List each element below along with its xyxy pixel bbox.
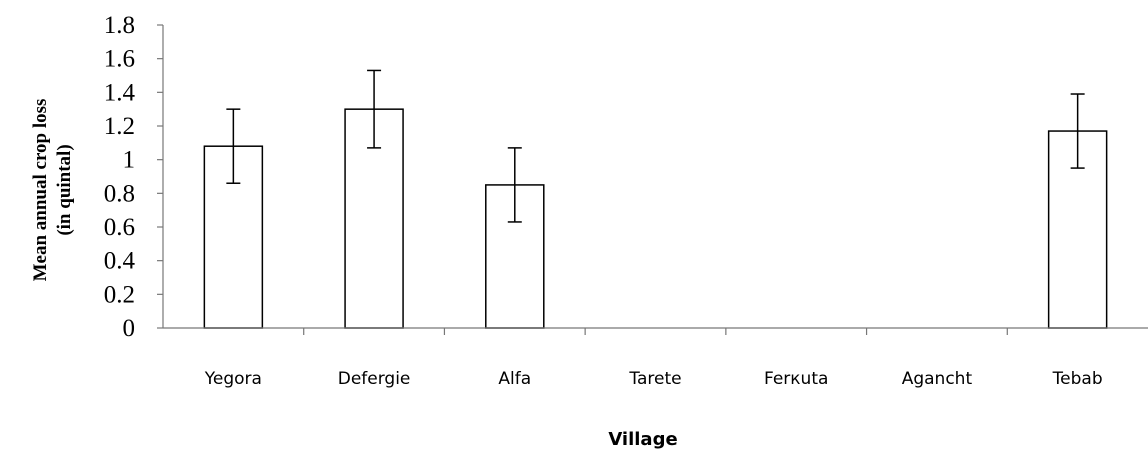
x-tick-label: Agancht — [902, 369, 973, 389]
x-tick-label: Defergie — [338, 369, 411, 389]
y-tick-label: 0 — [123, 315, 136, 342]
x-axis-title: Village — [608, 429, 677, 450]
bars — [203, 69, 1108, 329]
y-tick-label: 1.4 — [104, 79, 136, 106]
y-tick-label: 1.6 — [104, 46, 135, 73]
x-tick-label: Alfa — [498, 369, 531, 389]
y-tick-label: 1 — [123, 147, 136, 174]
x-tick-label: Ferкuta — [764, 369, 828, 389]
y-axis-title-line2: (in quintal) — [54, 144, 75, 235]
y-tick-label: 0.2 — [104, 281, 135, 308]
y-tick-label: 1.2 — [104, 113, 135, 140]
y-axis-title-line1: Mean annual crop loss — [30, 99, 51, 282]
y-tick-label: 0.8 — [104, 180, 135, 207]
y-axis: 0 0.2 0.4 0.6 0.8 1 1.2 1.4 1.6 1.8 — [104, 12, 164, 342]
y-tick-label: 0.4 — [104, 248, 136, 275]
bar — [1047, 130, 1108, 329]
x-tick-label: Tarete — [628, 369, 681, 389]
y-tick-label: 1.8 — [104, 12, 135, 39]
x-axis: Yegora Defergie Alfa Tarete Ferкuta Agancht Te… — [163, 327, 1148, 389]
x-tick-label: Tebab — [1052, 369, 1103, 389]
y-axis-title: Mean annual crop loss (in quintal) — [30, 99, 75, 282]
y-tick-label: 0.6 — [104, 214, 135, 241]
x-tick-label: Yegora — [204, 369, 262, 389]
